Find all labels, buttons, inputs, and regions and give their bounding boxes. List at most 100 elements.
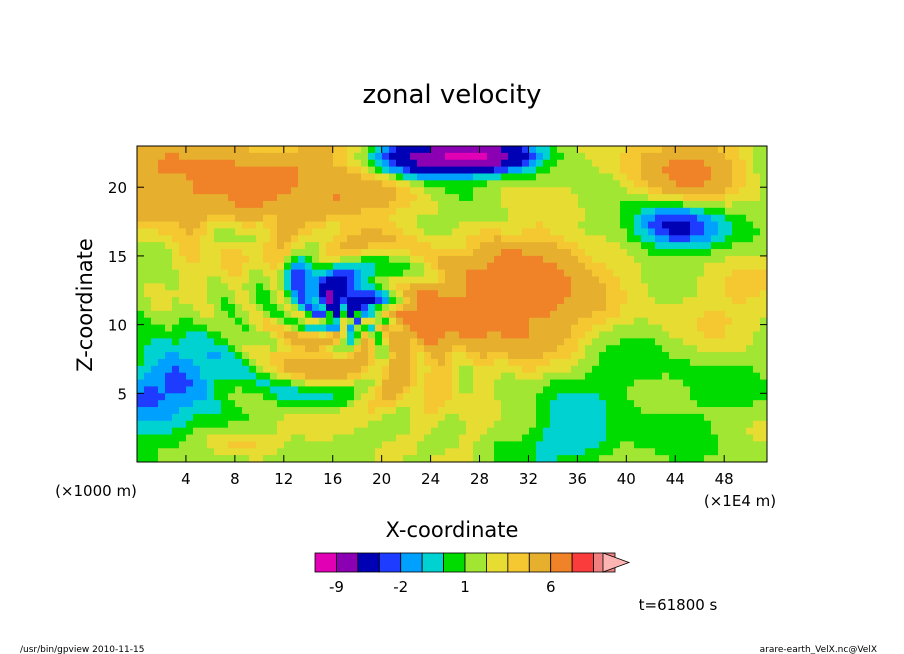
field-cell <box>438 317 446 326</box>
field-cell <box>396 152 404 161</box>
field-cell <box>200 455 208 462</box>
field-cell <box>298 331 306 339</box>
field-cell <box>711 207 719 216</box>
field-cell <box>249 262 257 271</box>
field-cell <box>585 255 593 264</box>
field-cell <box>228 331 236 339</box>
field-cell <box>172 180 180 188</box>
field-cell <box>557 214 565 223</box>
field-cell <box>627 297 635 305</box>
field-cell <box>515 372 523 381</box>
field-cell <box>137 235 145 243</box>
field-cell <box>326 338 334 346</box>
field-cell <box>179 200 187 209</box>
field-cell <box>662 400 670 408</box>
field-cell <box>431 345 439 353</box>
field-cell <box>606 400 614 408</box>
field-cell <box>438 235 446 243</box>
field-cell <box>312 214 320 223</box>
field-cell <box>592 283 600 291</box>
field-cell <box>235 249 243 257</box>
field-cell <box>704 434 712 442</box>
field-cell <box>207 413 215 422</box>
field-cell <box>739 427 747 436</box>
field-cell <box>543 249 551 257</box>
field-cell <box>459 255 467 264</box>
field-cell <box>669 235 677 243</box>
field-cell <box>333 386 341 394</box>
field-cell <box>340 255 348 264</box>
field-cell <box>473 262 481 271</box>
field-cell <box>522 427 530 436</box>
field-cell <box>172 269 180 278</box>
field-cell <box>753 180 761 188</box>
field-cell <box>179 221 187 230</box>
field-cell <box>543 297 551 305</box>
field-cell <box>739 283 747 291</box>
field-cell <box>655 242 663 250</box>
field-cell <box>319 331 327 339</box>
field-cell <box>760 304 767 312</box>
field-cell <box>501 441 509 449</box>
field-cell <box>557 304 565 312</box>
field-cell <box>760 262 767 271</box>
field-cell <box>333 420 341 429</box>
field-cell <box>319 427 327 436</box>
field-cell <box>368 262 376 271</box>
field-cell <box>634 276 642 284</box>
field-cell <box>235 166 243 175</box>
field-cell <box>277 400 285 408</box>
field-cell <box>606 194 614 202</box>
field-cell <box>382 379 390 388</box>
field-cell <box>711 352 719 360</box>
field-cell <box>697 379 705 388</box>
field-cell <box>291 290 299 298</box>
field-cell <box>431 249 439 257</box>
field-cell <box>193 413 201 422</box>
field-cell <box>144 207 152 216</box>
field-cell <box>711 310 719 319</box>
field-cell <box>620 249 628 257</box>
field-cell <box>494 365 502 374</box>
field-cell <box>200 242 208 250</box>
field-cell <box>732 187 740 195</box>
field-cell <box>403 249 411 257</box>
field-cell <box>284 379 292 388</box>
field-cell <box>501 331 509 339</box>
field-cell <box>473 146 481 154</box>
field-cell <box>753 255 761 264</box>
field-cell <box>326 235 334 243</box>
field-cell <box>522 214 530 223</box>
field-cell <box>536 455 544 462</box>
field-cell <box>543 214 551 223</box>
field-cell <box>711 228 719 236</box>
field-cell <box>438 407 446 415</box>
field-cell <box>655 386 663 394</box>
field-cell <box>641 441 649 449</box>
field-cell <box>606 379 614 388</box>
field-cell <box>389 262 397 271</box>
field-cell <box>151 455 159 462</box>
field-cell <box>690 407 698 415</box>
field-cell <box>466 386 474 394</box>
field-cell <box>193 152 201 161</box>
field-cell <box>207 214 215 223</box>
field-cell <box>151 276 159 284</box>
field-cell <box>207 276 215 284</box>
field-cell <box>165 304 173 312</box>
field-cell <box>641 152 649 161</box>
field-cell <box>242 283 250 291</box>
field-cell <box>641 379 649 388</box>
field-cell <box>501 310 509 319</box>
field-cell <box>452 358 460 367</box>
field-cell <box>270 221 278 230</box>
field-cell <box>620 200 628 209</box>
field-cell <box>746 434 754 442</box>
field-cell <box>361 393 369 401</box>
field-cell <box>179 365 187 374</box>
field-cell <box>697 455 705 462</box>
field-cell <box>319 255 327 264</box>
field-cell <box>662 187 670 195</box>
field-cell <box>291 317 299 326</box>
field-cell <box>200 166 208 175</box>
